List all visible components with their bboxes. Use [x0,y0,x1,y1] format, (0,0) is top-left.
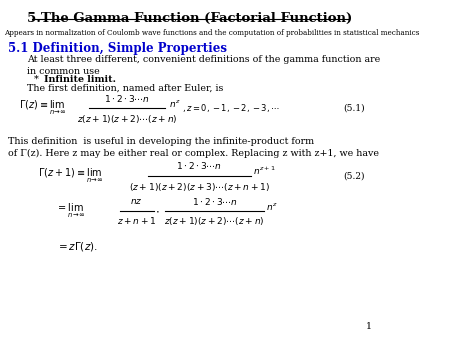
Text: The first definition, named after Euler, is: The first definition, named after Euler,… [27,84,223,93]
Text: 5.1 Definition, Simple Properties: 5.1 Definition, Simple Properties [8,42,227,55]
Text: Infinite limit.: Infinite limit. [44,75,116,84]
Text: $(z+1)(z+2)(z+3)\cdots(z+n+1)$: $(z+1)(z+2)(z+3)\cdots(z+n+1)$ [129,180,270,193]
Text: $\Gamma(z+1) \equiv \lim_{n\to\infty}$: $\Gamma(z+1) \equiv \lim_{n\to\infty}$ [38,167,104,185]
Text: $z(z+1)(z+2)\cdots(z+n)$: $z(z+1)(z+2)\cdots(z+n)$ [77,113,177,125]
Text: Appears in normalization of Coulomb wave functions and the computation of probab: Appears in normalization of Coulomb wave… [4,29,419,37]
Text: $= z\Gamma(z).$: $= z\Gamma(z).$ [56,240,98,252]
Text: $n^z$: $n^z$ [169,98,180,108]
Text: $1 \cdot 2 \cdot 3 \cdots n$: $1 \cdot 2 \cdot 3 \cdots n$ [104,93,150,103]
Text: $nz$: $nz$ [130,197,143,206]
Text: $\Gamma(z) \equiv \lim_{n\to\infty}$: $\Gamma(z) \equiv \lim_{n\to\infty}$ [19,99,66,117]
Text: $z+n+1$: $z+n+1$ [117,215,157,226]
Text: $, z = 0, -1, -2, -3, \cdots$: $, z = 0, -1, -2, -3, \cdots$ [182,102,280,114]
Text: This definition  is useful in developing the infinite-product form
of Γ(z). Here: This definition is useful in developing … [8,137,378,158]
Text: (5.2): (5.2) [343,171,365,180]
Text: $= \lim_{n\to\infty}$: $= \lim_{n\to\infty}$ [56,202,85,220]
Text: 5.The Gamma Function (Factorial Function): 5.The Gamma Function (Factorial Function… [27,12,352,25]
Text: At least three different, convenient definitions of the gamma function are
in co: At least three different, convenient def… [27,55,380,76]
Text: $n^{z+1}$: $n^{z+1}$ [252,165,275,177]
Text: (5.1): (5.1) [343,104,364,113]
Text: $n^z$: $n^z$ [266,201,278,212]
Text: $\cdot$: $\cdot$ [155,205,160,218]
Text: 1: 1 [366,322,372,331]
Text: *: * [34,75,45,84]
Text: $1 \cdot 2 \cdot 3 \cdots n$: $1 \cdot 2 \cdot 3 \cdots n$ [176,160,222,171]
Text: $z(z+1)(z+2)\cdots(z+n)$: $z(z+1)(z+2)\cdots(z+n)$ [164,215,265,227]
Text: $1 \cdot 2 \cdot 3 \cdots n$: $1 \cdot 2 \cdot 3 \cdots n$ [192,196,238,207]
